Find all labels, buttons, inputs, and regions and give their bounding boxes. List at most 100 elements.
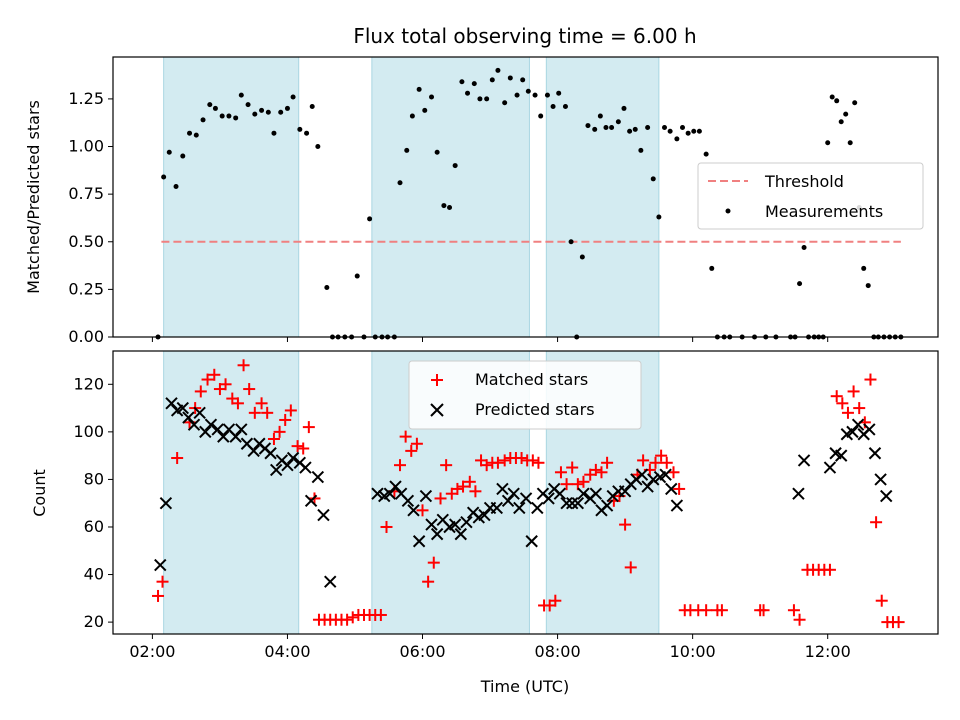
matched-star-point bbox=[649, 456, 662, 469]
measurement-point bbox=[627, 128, 633, 134]
measurement-point bbox=[562, 104, 568, 110]
predicted-star-point bbox=[797, 454, 811, 467]
predicted-star-point bbox=[389, 480, 402, 493]
matched-star-point bbox=[243, 383, 256, 396]
predicted-star-point bbox=[324, 575, 337, 588]
predicted-star-point bbox=[425, 518, 438, 531]
measurement-point bbox=[471, 81, 477, 87]
predicted-star-point bbox=[154, 558, 167, 572]
matched-star-point bbox=[291, 440, 304, 453]
top-observing-window-1 bbox=[163, 56, 300, 338]
matched-star-point bbox=[836, 397, 849, 410]
measurement-point bbox=[429, 94, 435, 100]
matched-star-point bbox=[284, 404, 297, 417]
measurement-point bbox=[797, 281, 803, 287]
matched-star-point bbox=[577, 475, 590, 488]
measurement-point bbox=[662, 124, 668, 130]
measurement-point bbox=[161, 174, 167, 180]
top-x-axis bbox=[151, 337, 829, 342]
predicted-star-point bbox=[193, 406, 206, 420]
measurement-point bbox=[404, 147, 410, 153]
predicted-legend-swatch bbox=[430, 403, 444, 417]
bottom-y-tick-label: 40 bbox=[84, 565, 104, 584]
measurement-point bbox=[200, 117, 206, 123]
matched-star-point bbox=[279, 413, 292, 426]
measurement-point bbox=[265, 109, 271, 115]
measurement-point bbox=[278, 109, 284, 115]
predicted-star-point bbox=[571, 496, 585, 510]
measurement-point bbox=[544, 92, 550, 98]
predicted-star-point bbox=[286, 451, 300, 465]
matched-star-point bbox=[416, 504, 429, 517]
predicted-star-point bbox=[531, 501, 544, 515]
x-tick-label: 12:00 bbox=[805, 642, 851, 661]
measurement-point bbox=[297, 126, 303, 132]
predicted-legend-label: Predicted stars bbox=[475, 400, 595, 419]
matched-star-point bbox=[793, 613, 806, 626]
matched-star-point bbox=[194, 385, 207, 398]
matched-star-point bbox=[457, 480, 470, 493]
measurement-point bbox=[852, 100, 858, 106]
measurement-point bbox=[709, 265, 715, 271]
measurement-point bbox=[309, 104, 315, 110]
predicted-star-point bbox=[618, 485, 632, 498]
x-axis-label: Time (UTC) bbox=[480, 677, 569, 696]
predicted-star-point bbox=[600, 499, 614, 512]
matched-star-point bbox=[248, 406, 261, 419]
x-tick-label: 08:00 bbox=[535, 642, 581, 661]
predicted-star-point bbox=[519, 492, 533, 505]
predicted-star-point bbox=[566, 496, 579, 510]
predicted-star-point bbox=[217, 430, 230, 443]
measurement-point bbox=[226, 113, 232, 119]
matched-star-point bbox=[566, 461, 579, 474]
bottom-x-axis: 02:00 04:00 06:00 08:00 10:00 12:00 bbox=[129, 634, 851, 661]
matched-star-point bbox=[601, 456, 614, 469]
measurement-point bbox=[459, 79, 465, 85]
bottom-y-axis-label: Count bbox=[30, 469, 49, 517]
predicted-star-point bbox=[311, 470, 325, 484]
predicted-star-point bbox=[641, 480, 654, 493]
measurement-point bbox=[245, 102, 251, 108]
predicted-star-point bbox=[199, 425, 212, 439]
measurement-point bbox=[354, 273, 360, 279]
predicted-star-point bbox=[659, 468, 672, 481]
matched-star-point bbox=[853, 402, 866, 415]
predicted-star-point bbox=[159, 496, 173, 510]
matched-star-point bbox=[526, 454, 539, 467]
measurement-point bbox=[525, 88, 531, 94]
matched-star-point bbox=[549, 594, 562, 607]
predicted-star-point bbox=[851, 418, 865, 431]
measurement-point bbox=[166, 149, 172, 155]
measurement-point bbox=[656, 214, 662, 220]
top-y-tick-label: 0.25 bbox=[68, 279, 104, 298]
matched-star-point bbox=[571, 478, 584, 491]
matched-star-point bbox=[589, 463, 602, 476]
bottom-legend-box bbox=[408, 360, 642, 430]
measurement-point bbox=[238, 92, 244, 98]
predicted-star-point bbox=[182, 411, 195, 424]
measurement-point bbox=[290, 94, 296, 100]
measurement-point bbox=[259, 107, 265, 113]
measurement-point bbox=[495, 67, 501, 73]
measurement-point bbox=[324, 284, 330, 290]
measurement-point bbox=[550, 104, 556, 110]
predicted-star-point bbox=[371, 487, 384, 500]
top-y-axis: 0.00 0.25 0.50 0.75 1.00 1.25 bbox=[68, 89, 113, 346]
matched-star-point bbox=[156, 575, 169, 588]
measurement-point bbox=[615, 119, 621, 125]
top-observing-window-3 bbox=[545, 56, 660, 338]
measurement-point bbox=[667, 128, 673, 134]
matched-star-point bbox=[667, 466, 680, 479]
matched-star-point bbox=[469, 485, 482, 498]
predicted-star-point bbox=[507, 487, 520, 500]
measurement-point bbox=[568, 239, 574, 245]
matched-star-point bbox=[434, 492, 447, 505]
predicted-star-point bbox=[577, 487, 590, 500]
measurement-point bbox=[212, 105, 218, 111]
matched-legend-label: Matched stars bbox=[475, 370, 588, 389]
measurement-point bbox=[207, 102, 213, 108]
measurement-point bbox=[409, 113, 415, 119]
matched-star-point bbox=[208, 368, 221, 381]
measurement-point bbox=[219, 113, 225, 119]
